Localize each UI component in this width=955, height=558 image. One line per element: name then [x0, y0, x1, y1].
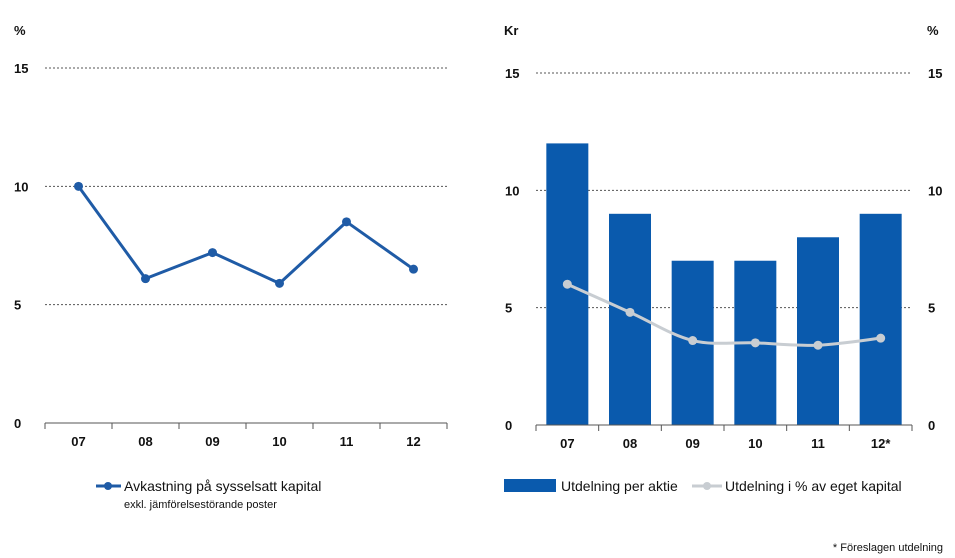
footnote: * Föreslagen utdelning — [833, 542, 943, 554]
right-data-point — [813, 340, 823, 350]
left-y-unit: % — [14, 23, 26, 38]
right-data-point — [688, 336, 698, 346]
right-bar — [797, 237, 839, 425]
left-x-label: 12 — [406, 434, 420, 449]
right-x-ticks — [535, 425, 913, 431]
right-x-label: 08 — [623, 436, 637, 451]
right-y-ticks-left: 0 5 10 15 — [505, 66, 519, 433]
left-legend: Avkastning på sysselsatt kapital exkl. j… — [96, 478, 321, 511]
right-legend-line-label: Utdelning i % av eget kapital — [725, 478, 902, 494]
left-x-ticks — [44, 423, 448, 429]
right-x-label: 10 — [748, 436, 762, 451]
right-data-point — [562, 279, 572, 289]
left-legend-marker-icon — [104, 482, 112, 490]
left-data-point — [208, 248, 217, 258]
right-legend: Utdelning per aktie Utdelning i % av ege… — [504, 478, 902, 494]
left-line-series — [74, 181, 418, 288]
right-y-ticks-right: 0 5 10 15 — [928, 66, 942, 433]
right-x-label: 12* — [871, 436, 891, 451]
right-data-point — [750, 338, 760, 348]
left-y-tick-label: 15 — [14, 61, 28, 76]
right-bar — [859, 213, 902, 425]
left-x-label: 10 — [272, 434, 286, 449]
right-y-unit-right: % — [927, 23, 939, 38]
left-data-point — [342, 217, 351, 227]
left-legend-sublabel: exkl. jämförelsestörande poster — [124, 499, 277, 511]
right-x-labels: 07 08 09 10 11 12* — [560, 436, 891, 451]
right-y-tick-label-right: 5 — [928, 301, 935, 316]
left-data-point — [74, 181, 83, 191]
left-legend-label: Avkastning på sysselsatt kapital — [124, 478, 321, 494]
right-legend-bar-swatch-icon — [504, 479, 556, 492]
left-data-point — [409, 264, 418, 274]
left-y-tick-label: 5 — [14, 298, 21, 313]
right-y-tick-label-left: 10 — [505, 183, 519, 198]
left-y-tick-label: 10 — [14, 179, 28, 194]
right-x-label: 11 — [811, 436, 825, 451]
right-y-tick-label-right: 0 — [928, 418, 935, 433]
left-data-point — [141, 274, 150, 284]
left-y-tick-label: 0 — [14, 416, 21, 431]
right-legend-marker-icon — [703, 482, 711, 490]
left-x-label: 08 — [138, 434, 152, 449]
right-data-point — [625, 307, 635, 317]
right-y-tick-label-right: 10 — [928, 183, 942, 198]
right-y-tick-label-left: 0 — [505, 418, 512, 433]
left-x-label: 11 — [340, 434, 354, 449]
right-y-tick-label-right: 15 — [928, 66, 942, 81]
right-x-label: 09 — [685, 436, 699, 451]
right-line-series — [562, 279, 886, 350]
left-x-label: 07 — [71, 434, 85, 449]
left-x-label: 09 — [205, 434, 219, 449]
left-gridlines — [45, 67, 447, 306]
left-y-ticks: 0 5 10 15 — [14, 61, 28, 431]
right-legend-bar-label: Utdelning per aktie — [561, 478, 678, 494]
left-data-point — [275, 278, 284, 288]
right-y-tick-label-left: 15 — [505, 66, 519, 81]
right-x-label: 07 — [560, 436, 574, 451]
left-series-line — [77, 185, 415, 285]
right-data-point — [876, 333, 886, 343]
right-gridlines — [536, 72, 912, 309]
left-x-labels: 07 08 09 10 11 12 — [71, 434, 420, 449]
right-y-unit-left: Kr — [504, 23, 518, 38]
right-y-tick-label-left: 5 — [505, 301, 512, 316]
right-bar-series — [546, 143, 902, 425]
